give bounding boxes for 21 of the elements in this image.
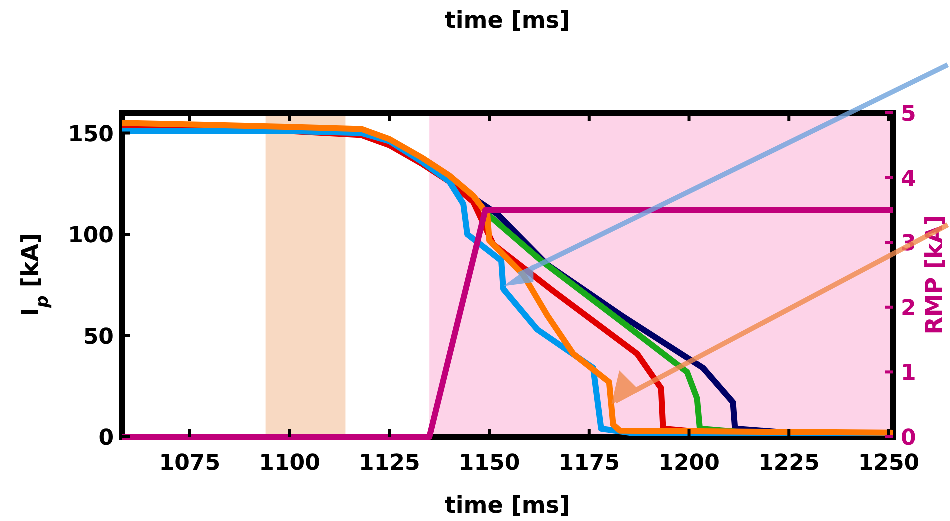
y-tick-label: 50: [83, 324, 114, 350]
y2-tick-label: 1: [901, 361, 916, 386]
y2-tick-label: 5: [901, 102, 916, 127]
x-tick-label: 1250: [858, 451, 920, 476]
y2-tick-label: 2: [901, 296, 916, 322]
y-tick-label: 100: [68, 224, 114, 248]
y-tick-label: 0: [98, 426, 114, 451]
x-tick-label: 1200: [658, 451, 720, 476]
x-tick-label: 1125: [359, 451, 420, 476]
x-tick-label: 1075: [159, 451, 221, 476]
x-tick-label: 1100: [259, 451, 320, 476]
x-tick-label: 1175: [558, 451, 620, 476]
y2-axis-title: RMP [kA]: [922, 215, 948, 335]
y2-tick-label: 3: [901, 232, 916, 257]
y-tick-label: 150: [68, 122, 114, 148]
x-axis-title: time [ms]: [444, 493, 570, 519]
y2-tick-label: 0: [901, 426, 916, 451]
x-tick-label: 1150: [458, 451, 520, 476]
chart-title: time [ms]: [444, 8, 570, 34]
x-tick-label: 1225: [758, 451, 820, 476]
y2-tick-label: 4: [901, 166, 916, 192]
